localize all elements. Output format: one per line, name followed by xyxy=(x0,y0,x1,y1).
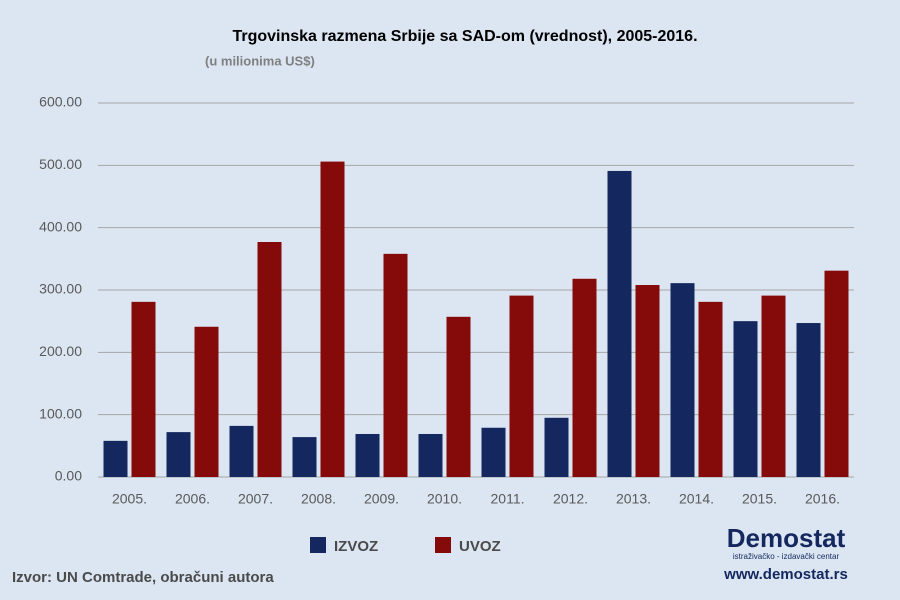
logo-name: Demostat xyxy=(727,523,846,553)
bar xyxy=(355,433,380,477)
bar xyxy=(824,270,849,477)
bar xyxy=(635,285,660,477)
bar xyxy=(481,427,506,477)
bar xyxy=(166,432,191,477)
x-tick-label: 2005. xyxy=(112,491,147,507)
x-tick-label: 2014. xyxy=(679,491,714,507)
x-tick-label: 2008. xyxy=(301,491,336,507)
legend-swatch xyxy=(310,537,326,553)
bar xyxy=(509,295,534,477)
y-tick-label: 200.00 xyxy=(39,343,82,359)
legend-swatch xyxy=(435,537,451,553)
logo-tagline: istraživačko - izdavački centar xyxy=(733,552,840,561)
bar xyxy=(194,326,219,477)
bar xyxy=(418,433,443,477)
legend-label: UVOZ xyxy=(459,538,501,555)
chart-title: Trgovinska razmena Srbije sa SAD-om (vre… xyxy=(232,28,697,45)
y-tick-label: 500.00 xyxy=(39,156,82,172)
x-tick-label: 2010. xyxy=(427,491,462,507)
y-tick-label: 400.00 xyxy=(39,218,82,234)
x-tick-label: 2006. xyxy=(175,491,210,507)
x-tick-label: 2011. xyxy=(491,491,525,507)
bar xyxy=(698,301,723,477)
bar xyxy=(257,242,282,477)
source: Izvor: UN Comtrade, obračuni autora xyxy=(12,569,274,586)
bar xyxy=(796,323,821,477)
bar xyxy=(670,283,695,477)
x-tick-label: 2012. xyxy=(553,491,588,507)
x-tick-label: 2009. xyxy=(364,491,399,507)
bar xyxy=(383,253,408,477)
bar xyxy=(446,316,471,477)
bar xyxy=(292,437,317,477)
chart-subtitle: (u milionima US$) xyxy=(205,53,315,68)
y-tick-label: 600.00 xyxy=(39,94,82,110)
y-tick-label: 0.00 xyxy=(55,468,82,484)
x-tick-label: 2016. xyxy=(805,491,840,507)
bar xyxy=(103,440,128,477)
x-tick-label: 2007. xyxy=(238,491,273,507)
bar xyxy=(544,417,569,477)
y-tick-label: 300.00 xyxy=(39,281,82,297)
x-tick-label: 2015. xyxy=(742,491,777,507)
bar xyxy=(572,278,597,477)
bar xyxy=(131,301,156,477)
bar xyxy=(229,425,254,477)
bar xyxy=(761,295,786,477)
logo-url: www.demostat.rs xyxy=(723,566,848,583)
bar xyxy=(607,170,632,477)
y-tick-label: 100.00 xyxy=(39,405,82,421)
bar xyxy=(320,161,345,478)
legend-label: IZVOZ xyxy=(334,538,378,555)
x-tick-label: 2013. xyxy=(616,491,651,507)
bar xyxy=(733,321,758,477)
